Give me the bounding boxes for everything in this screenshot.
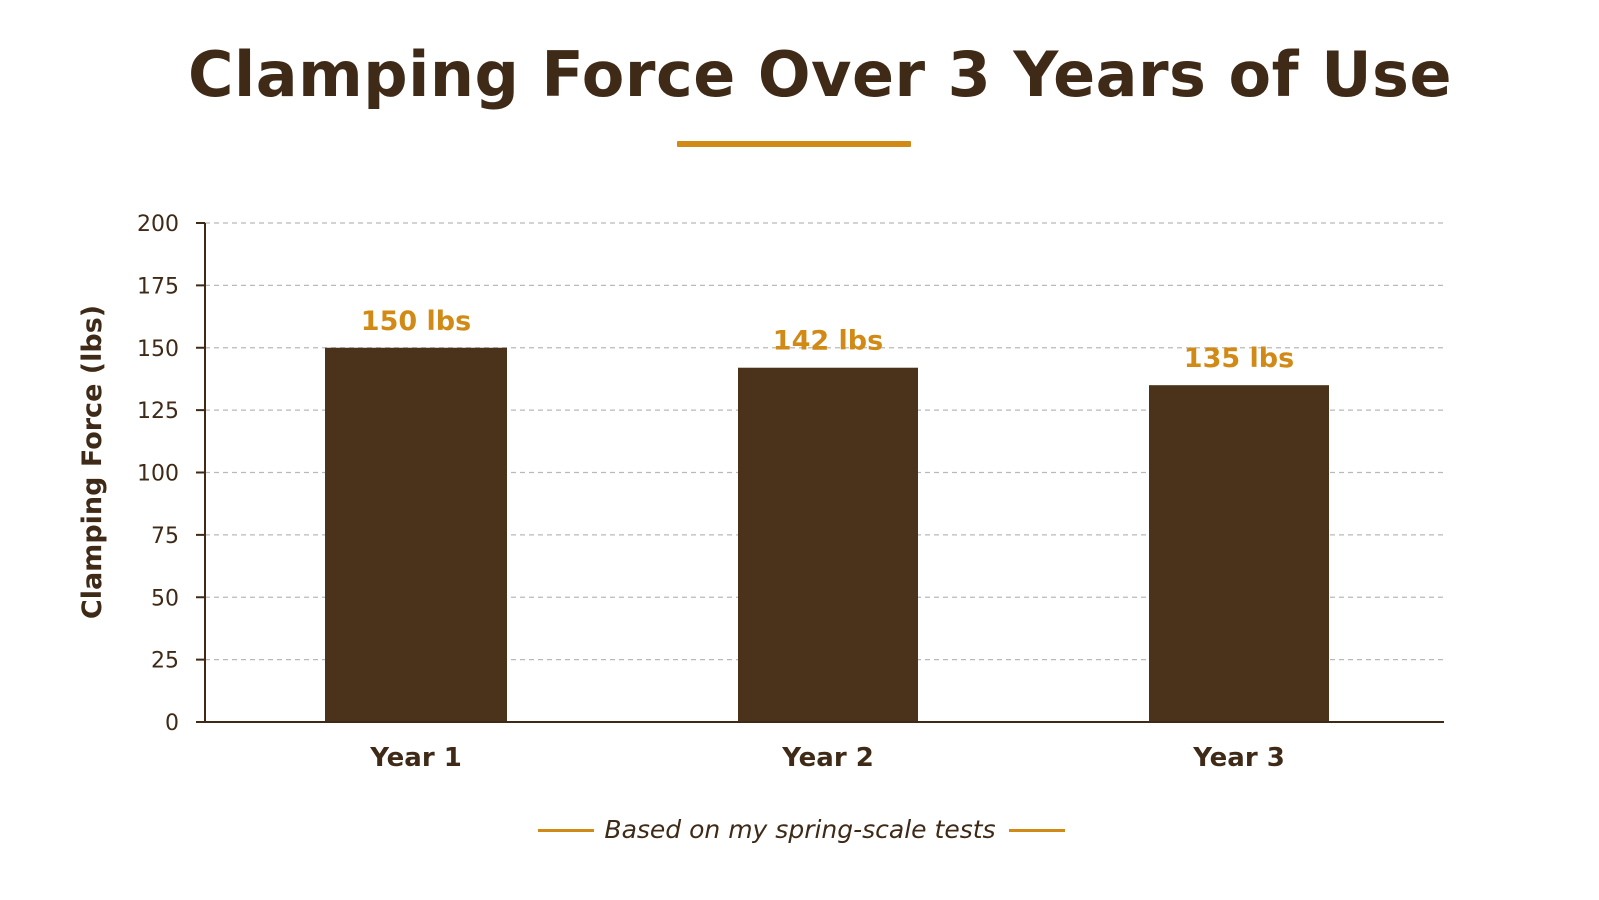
x-tick-label: Year 1: [369, 743, 462, 773]
y-tick-label: 25: [151, 649, 179, 674]
bar-chart: 0 25 50 75 100 125 150 175 200 150 lbs Year 1 142 l…: [77, 212, 1444, 773]
y-tick-label: 0: [165, 711, 179, 736]
chart-footnote: Based on my spring-scale tests: [0, 812, 1599, 848]
title-underline: [677, 141, 911, 147]
y-tick-label: 125: [137, 399, 179, 424]
footnote-right-rule: [1009, 829, 1065, 832]
data-label: 135 lbs: [1184, 343, 1294, 374]
x-tick-label: Year 3: [1192, 743, 1285, 773]
y-tick-label: 200: [137, 212, 179, 237]
y-tick-label: 150: [137, 337, 179, 362]
y-tick-label: 175: [137, 274, 179, 299]
data-label: 150 lbs: [361, 306, 471, 337]
y-tick-label: 50: [151, 586, 179, 611]
y-tick-label: 100: [137, 462, 179, 487]
chart-title: Clamping Force Over 3 Years of Use: [188, 38, 1452, 111]
y-tick-label: 75: [151, 524, 179, 549]
x-tick-label: Year 2: [781, 743, 874, 773]
bar-year-2: [738, 367, 918, 722]
footnote-left-rule: [538, 829, 594, 832]
data-label: 142 lbs: [773, 326, 883, 357]
bar-year-3: [1149, 385, 1329, 722]
y-axis-title: Clamping Force (lbs): [77, 305, 108, 619]
bar-year-1: [325, 347, 507, 722]
footnote-text: Based on my spring-scale tests: [604, 815, 996, 844]
